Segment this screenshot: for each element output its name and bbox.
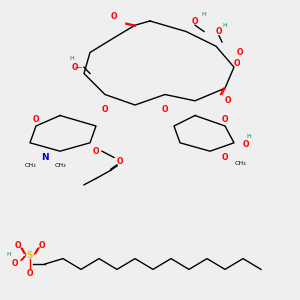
Text: O: O [216, 27, 222, 36]
Text: O: O [72, 63, 78, 72]
Text: O: O [12, 260, 18, 268]
Text: O: O [93, 147, 99, 156]
Text: O: O [243, 140, 249, 149]
Text: O: O [222, 153, 228, 162]
Text: CH₃: CH₃ [54, 164, 66, 168]
Text: O: O [39, 242, 45, 250]
Text: CH₃: CH₃ [234, 161, 246, 166]
Text: H: H [70, 56, 74, 61]
Text: H: H [247, 134, 251, 139]
Text: O: O [102, 105, 108, 114]
Text: H: H [202, 12, 206, 17]
Text: O: O [15, 242, 21, 250]
Text: S: S [27, 250, 33, 260]
Text: O: O [117, 157, 123, 166]
Text: O: O [222, 115, 228, 124]
Text: O: O [111, 12, 117, 21]
Text: O: O [225, 96, 231, 105]
Text: O: O [33, 115, 39, 124]
Text: O: O [237, 48, 243, 57]
Text: O: O [162, 105, 168, 114]
Text: O: O [27, 268, 33, 278]
Text: N: N [41, 153, 49, 162]
Text: H: H [7, 253, 11, 257]
Text: H: H [223, 23, 227, 28]
Text: O: O [192, 16, 198, 26]
Text: CH₃: CH₃ [24, 164, 36, 168]
Text: O: O [234, 58, 240, 68]
